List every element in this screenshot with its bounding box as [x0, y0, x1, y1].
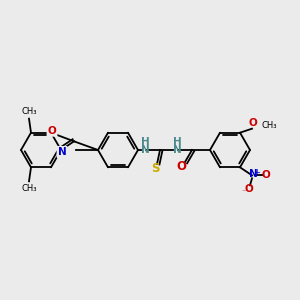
Text: ⁻: ⁻ [242, 188, 246, 197]
Text: O: O [262, 170, 270, 180]
Text: CH₃: CH₃ [261, 121, 277, 130]
Text: O: O [244, 184, 253, 194]
Text: O: O [176, 160, 186, 172]
Text: N: N [249, 169, 257, 179]
Text: N: N [58, 147, 66, 157]
Text: H: H [141, 137, 149, 147]
Text: +: + [254, 168, 260, 177]
Text: CH₃: CH₃ [21, 107, 37, 116]
Text: H: H [172, 137, 182, 147]
Text: S: S [151, 163, 159, 176]
Text: N: N [172, 145, 182, 155]
Text: O: O [48, 126, 56, 136]
Text: CH₃: CH₃ [21, 184, 37, 193]
Text: O: O [249, 118, 257, 128]
Text: N: N [141, 145, 149, 155]
